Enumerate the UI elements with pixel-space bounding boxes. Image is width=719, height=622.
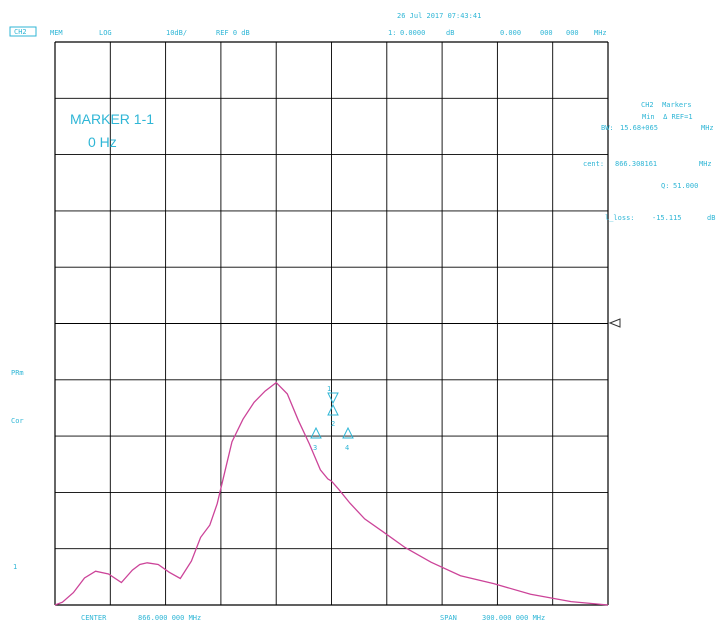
center-frequency-label: cent: [583,160,605,168]
span-label: SPAN [440,614,457,622]
scale-type-label: LOG [99,29,112,37]
center-frequency-unit: MHz [699,160,712,168]
reference-level-arrow[interactable] [608,318,621,328]
bandwidth-unit: MHz [701,124,714,132]
marker-1-symbol[interactable] [327,392,339,405]
cor-label: Cor [11,417,24,425]
marker-value: 0 Hz [88,134,117,150]
marker-2-symbol[interactable] [327,403,339,416]
insertion-loss-label: l_loss: [605,214,635,222]
marker-3-symbol[interactable] [310,426,322,439]
active-marker-indicator: 1 [13,563,18,571]
measurement-trace [54,381,609,606]
format-label: MEM [50,29,63,37]
center-frequency-value: 866.308161 [615,160,658,168]
markers-panel-mode: Min Δ REF=1 [642,113,693,121]
marker-frequency-mid: 000 [540,29,553,37]
marker-readout-value: 0.0000 [400,29,426,37]
marker-symbols [310,392,354,439]
marker-frequency-end: 000 [566,29,579,37]
marker-title: MARKER 1-1 [70,111,155,127]
marker-frequency-unit: MHz [594,29,607,37]
date-time-stamp: 26 Jul 2017 07:43:41 [397,12,482,20]
channel-label: CH2 [14,28,27,36]
channel-indicator-box[interactable] [9,26,37,37]
marker-4-label: 4 [345,444,350,452]
center-label: CENTER [81,614,107,622]
marker-1-label: 1 [327,385,332,393]
marker-readout-unit: dB [446,29,455,37]
marker-2-label: 2 [331,420,336,428]
q-factor-label: Q: [661,182,670,190]
marker-frequency-value: 0.000 [500,29,522,37]
bandwidth-value: 15.68+065 [620,124,658,132]
reference-label: REF 0 dB [216,29,250,37]
graticule [54,41,609,606]
scale-label: 10dB/ [166,29,188,37]
insertion-loss-unit: dB [707,214,716,222]
center-value: 866.000 000 MHz [138,614,202,622]
prm-label: PRm [11,369,24,377]
markers-panel-title: CH2 Markers [641,101,692,109]
marker-3-label: 3 [313,444,318,452]
insertion-loss-value: -15.115 [652,214,682,222]
marker-4-symbol[interactable] [342,426,354,439]
bandwidth-label: BW: [601,124,614,132]
span-value: 300.000 000 MHz [482,614,546,622]
marker-readout-label: 1: [388,29,397,37]
q-factor-value: 51.000 [673,182,699,190]
